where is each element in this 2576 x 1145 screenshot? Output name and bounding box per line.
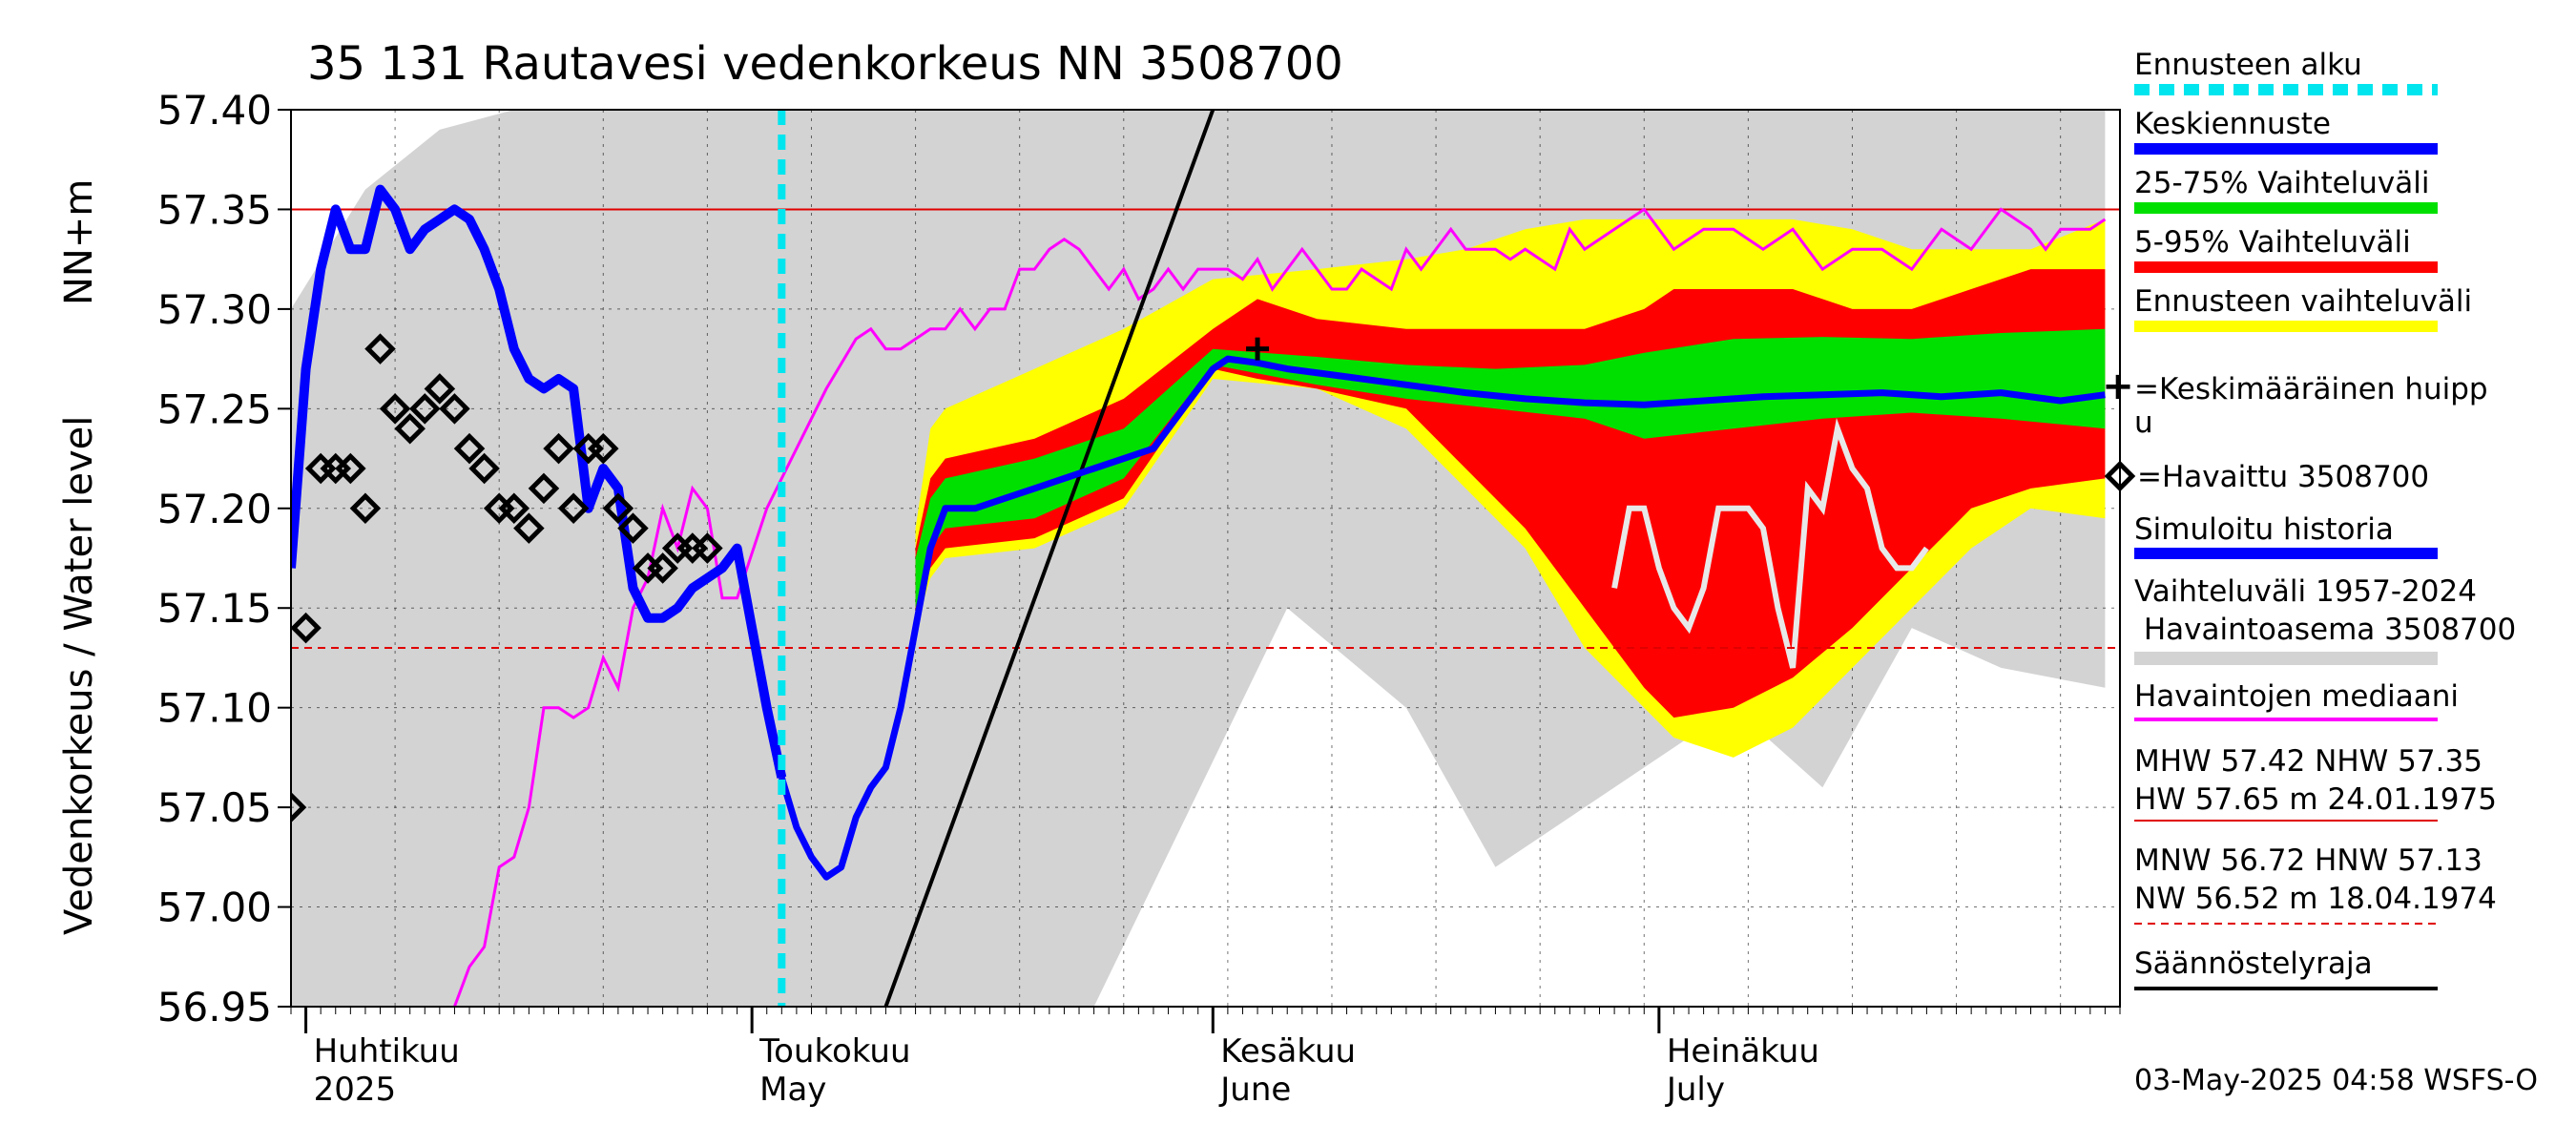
legend-mnw-line: MNW 56.72 HNW 57.13	[2134, 843, 2483, 878]
x-month-label: Huhtikuu	[314, 1032, 460, 1071]
y-axis-unit: NN+m	[57, 179, 101, 305]
legend-item-label: Ennusteen vaihteluväli	[2134, 284, 2472, 319]
observed-point	[364, 333, 396, 364]
x-month-sublabel: 2025	[314, 1071, 397, 1109]
y-tick-label: 57.20	[157, 486, 272, 532]
observed-point	[647, 552, 678, 584]
y-axis-label: Vedenkorkeus / Water level	[57, 416, 101, 935]
observed-point	[543, 432, 574, 465]
observed-point	[617, 512, 649, 544]
y-tick-label: 57.05	[157, 784, 272, 831]
observed-point	[349, 492, 382, 525]
observed-point	[528, 472, 560, 505]
x-month-label: Toukokuu	[758, 1032, 910, 1071]
legend-item-label: 25-75% Vaihteluväli	[2134, 166, 2430, 200]
observed-point	[588, 432, 619, 465]
x-month-label: Kesäkuu	[1220, 1032, 1356, 1071]
observed-point	[692, 532, 723, 564]
legend-observed-label: =Havaittu 3508700	[2137, 460, 2429, 494]
legend-observed-symbol	[2104, 460, 2136, 492]
legend-history-label-2: Havaintoasema 3508700	[2134, 613, 2516, 647]
observed-point	[394, 412, 426, 445]
observed-point	[409, 393, 441, 425]
observed-point	[291, 612, 322, 644]
x-month-sublabel: May	[759, 1071, 826, 1109]
plot-frame	[290, 109, 2121, 1008]
y-tick-label: 57.35	[157, 186, 272, 233]
legend-regulation-label: Säännöstelyraja	[2134, 947, 2373, 981]
legend-peak-symbol: +	[2102, 364, 2134, 408]
legend-hw-line: HW 57.65 m 24.01.1975	[2134, 782, 2497, 817]
observed-point	[424, 373, 456, 405]
y-tick-label: 57.10	[157, 685, 272, 732]
observed-point	[557, 492, 590, 525]
observed-point	[291, 791, 307, 823]
legend-item-label: Ennusteen alku	[2134, 48, 2362, 82]
observed-point	[453, 432, 486, 465]
x-month-label: Heinäkuu	[1667, 1032, 1819, 1071]
observed-points	[291, 333, 723, 823]
y-tick-label: 57.25	[157, 385, 272, 432]
range-25-75-band	[915, 328, 2106, 609]
y-tick-label: 57.40	[157, 87, 272, 134]
observed-point	[498, 492, 530, 525]
y-tick-label: 57.15	[157, 585, 272, 632]
y-tick-label: 56.95	[157, 984, 272, 1030]
observed-point	[602, 492, 634, 525]
timestamp: 03-May-2025 04:58 WSFS-O	[2134, 1064, 2538, 1097]
observed-point	[439, 393, 470, 425]
x-axis-ticks	[290, 1007, 2121, 1033]
legend-simulated-label: Simuloitu historia	[2134, 512, 2394, 547]
observed-point	[335, 452, 366, 485]
legend-peak-label-wrap: u	[2134, 406, 2153, 440]
history-sample-line	[1611, 418, 1929, 669]
mean-peak-marker	[1246, 337, 1270, 361]
y-axis-ticks: 57.40 57.35 57.30 57.25 57.20 57.15 57.10 57.05…	[157, 87, 291, 1030]
median-line	[452, 207, 2107, 1007]
simulated-history-line	[291, 184, 787, 779]
observed-point	[468, 452, 500, 485]
legend-item-label: 5-95% Vaihteluväli	[2134, 225, 2411, 260]
legend-item-label: Keskiennuste	[2134, 107, 2331, 141]
y-tick-label: 57.00	[157, 885, 272, 931]
x-month-sublabel: July	[1665, 1071, 1725, 1109]
legend-history-label-1: Vaihteluväli 1957-2024	[2134, 574, 2477, 609]
observed-point	[379, 393, 411, 425]
regulation-limit-line	[883, 110, 1215, 1007]
legend-nw-line: NW 56.52 m 18.04.1974	[2134, 882, 2497, 916]
legend-median-label: Havaintojen mediaani	[2134, 679, 2459, 714]
chart-title: 35 131 Rautavesi vedenkorkeus NN 3508700	[307, 37, 1343, 91]
x-month-sublabel: June	[1218, 1071, 1291, 1109]
forecast-mean-line	[778, 355, 2106, 881]
legend: Ennusteen alku Keskiennuste 25-75% Vaihtel…	[2102, 48, 2516, 990]
legend-peak-label: =Keskimääräinen huipp	[2134, 372, 2488, 406]
observed-point	[513, 512, 545, 544]
legend-mhw-line: MHW 57.42 NHW 57.35	[2134, 744, 2483, 779]
y-tick-label: 57.30	[157, 286, 272, 333]
